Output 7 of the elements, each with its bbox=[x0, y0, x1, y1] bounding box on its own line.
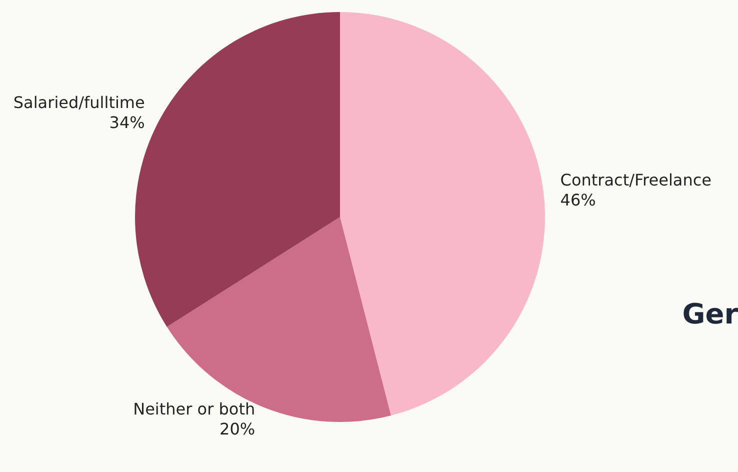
slice-label: Salaried/fulltime bbox=[13, 92, 145, 112]
data-label: 34% bbox=[109, 112, 145, 132]
data-label: 20% bbox=[220, 419, 256, 438]
slice-label: Contract/Freelance bbox=[560, 170, 712, 190]
data-label: 46% bbox=[560, 190, 596, 210]
text: Ger bbox=[682, 298, 738, 330]
slice-label: Neither or both bbox=[133, 399, 256, 418]
